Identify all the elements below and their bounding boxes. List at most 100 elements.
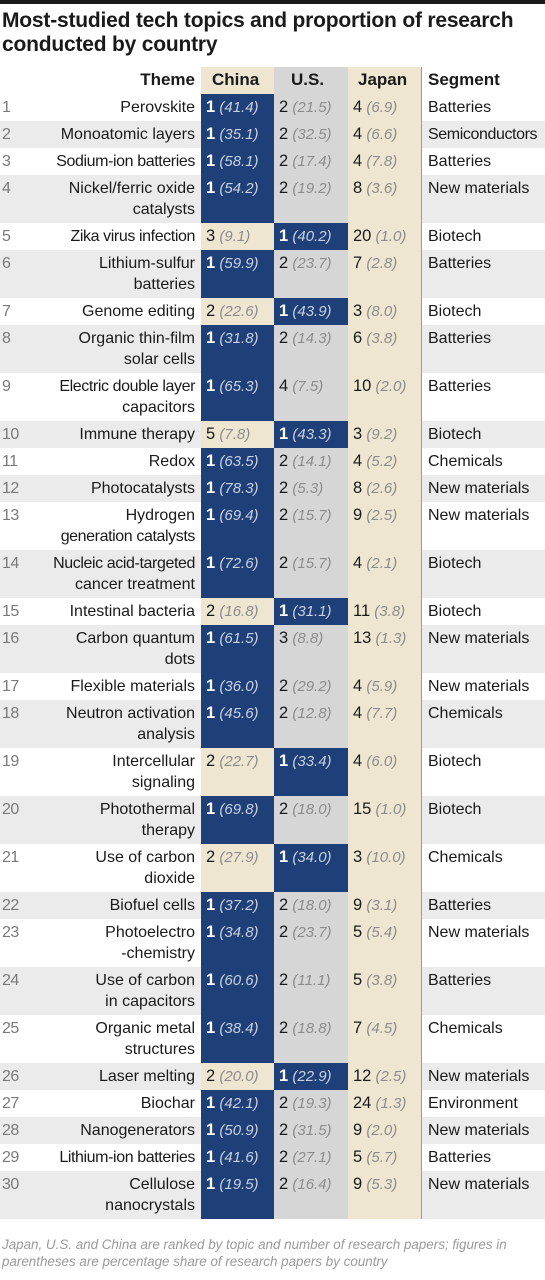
us-rank: 2	[279, 254, 289, 272]
segment-label: Chemicals	[428, 849, 503, 866]
theme-label: Nickel/ferric oxide	[68, 180, 195, 197]
china-cell: 1 (41.6)	[206, 1147, 280, 1168]
japan-rank: 15	[353, 800, 372, 818]
footnote: Japan, U.S. and China are ranked by topi…	[2, 1237, 507, 1269]
row-number: 21	[2, 849, 19, 866]
china-cell: 1 (42.1)	[206, 1093, 280, 1114]
us-rank: 2	[279, 1175, 289, 1193]
japan-share: (2.0)	[362, 1122, 398, 1139]
theme-label: structures	[124, 1041, 195, 1058]
row-number: 30	[2, 1176, 19, 1193]
row-number: 26	[2, 1068, 19, 1085]
china-share: (31.8)	[215, 330, 259, 347]
china-rank: 1	[206, 1175, 216, 1193]
us-cell: 1 (43.9)	[279, 301, 353, 322]
segment-label: Batteries	[428, 1149, 492, 1166]
china-cell: 1 (69.8)	[206, 799, 280, 820]
japan-rank: 4	[353, 752, 363, 770]
us-cell: 2 (29.2)	[279, 676, 353, 697]
us-rank: 2	[279, 98, 289, 116]
japan-column-band	[348, 67, 421, 1219]
us-cell: 1 (40.2)	[279, 226, 353, 247]
china-rank: 1	[206, 704, 216, 722]
japan-cell: 5 (3.8)	[353, 970, 427, 991]
theme-label: cancer treatment	[74, 576, 195, 593]
japan-share: (8.0)	[362, 303, 398, 320]
japan-rank: 10	[353, 377, 372, 395]
us-cell: 2 (31.5)	[279, 1120, 353, 1141]
segment-label: Chemicals	[428, 453, 503, 470]
us-rank: 2	[279, 152, 289, 170]
japan-cell: 24 (1.3)	[353, 1093, 427, 1114]
japan-share: (2.6)	[362, 480, 398, 497]
china-cell: 1 (38.4)	[206, 1018, 280, 1039]
japan-cell: 7 (4.5)	[353, 1018, 427, 1039]
japan-rank: 4	[353, 152, 363, 170]
japan-share: (5.7)	[362, 1149, 398, 1166]
row-number: 14	[2, 555, 19, 572]
japan-rank: 6	[353, 329, 363, 347]
header-us: U.S.	[291, 70, 325, 89]
segment-label: Batteries	[428, 330, 492, 347]
china-rank: 1	[206, 98, 216, 116]
china-rank: 1	[206, 1121, 216, 1139]
us-top-rank-block	[274, 421, 348, 448]
japan-cell: 4 (2.1)	[353, 553, 427, 574]
segment-label: Biotech	[428, 303, 482, 320]
china-cell: 1 (36.0)	[206, 676, 280, 697]
japan-rank: 4	[353, 554, 363, 572]
china-rank: 1	[206, 506, 216, 524]
china-share: (35.1)	[215, 126, 259, 143]
row-number: 15	[2, 603, 19, 620]
row-number: 29	[2, 1149, 19, 1166]
china-rank: 1	[206, 152, 216, 170]
us-cell: 2 (32.5)	[279, 124, 353, 145]
theme-label: Use of carbon	[95, 849, 195, 866]
us-share: (43.9)	[288, 303, 332, 320]
us-share: (18.8)	[288, 1020, 332, 1037]
china-cell: 2 (22.7)	[206, 751, 280, 772]
theme-label: Perovskite	[120, 99, 195, 116]
us-share: (14.1)	[288, 453, 332, 470]
us-rank: 1	[279, 227, 289, 245]
japan-cell: 5 (5.7)	[353, 1147, 427, 1168]
us-share: (29.2)	[288, 678, 332, 695]
japan-share: (10.0)	[362, 849, 406, 866]
us-rank: 1	[279, 752, 289, 770]
us-rank: 2	[279, 677, 289, 695]
us-cell: 2 (16.4)	[279, 1174, 353, 1195]
row-number: 16	[2, 630, 19, 647]
china-cell: 1 (19.5)	[206, 1174, 280, 1195]
japan-rank: 4	[353, 677, 363, 695]
row-number: 23	[2, 924, 19, 941]
us-top-rank-block	[274, 844, 348, 892]
us-rank: 1	[279, 848, 289, 866]
theme-label: Electric double layer	[59, 378, 195, 395]
us-cell: 2 (23.7)	[279, 922, 353, 943]
china-share: (16.8)	[215, 603, 259, 620]
theme-label: capacitors	[122, 399, 195, 416]
china-share: (34.8)	[215, 924, 259, 941]
us-rank: 1	[279, 602, 289, 620]
theme-label: Monoatomic layers	[60, 126, 195, 143]
theme-label: signaling	[131, 774, 195, 791]
japan-rank: 5	[353, 971, 363, 989]
us-share: (8.8)	[288, 630, 324, 647]
japan-share: (1.0)	[371, 801, 407, 818]
us-top-rank-block	[274, 223, 348, 250]
row-number: 9	[2, 378, 11, 395]
us-cell: 2 (14.3)	[279, 328, 353, 349]
china-cell: 1 (72.6)	[206, 553, 280, 574]
row-number: 20	[2, 801, 19, 818]
china-cell: 1 (50.9)	[206, 1120, 280, 1141]
column-divider	[421, 67, 422, 1219]
japan-rank: 12	[353, 1067, 372, 1085]
theme-label: Lithium-sulfur	[98, 255, 195, 272]
theme-label: Cellulose	[129, 1176, 195, 1193]
china-cell: 2 (20.0)	[206, 1066, 280, 1087]
us-rank: 2	[279, 971, 289, 989]
us-cell: 2 (18.0)	[279, 799, 353, 820]
china-rank: 1	[206, 923, 216, 941]
us-rank: 1	[279, 425, 289, 443]
japan-rank: 4	[353, 452, 363, 470]
